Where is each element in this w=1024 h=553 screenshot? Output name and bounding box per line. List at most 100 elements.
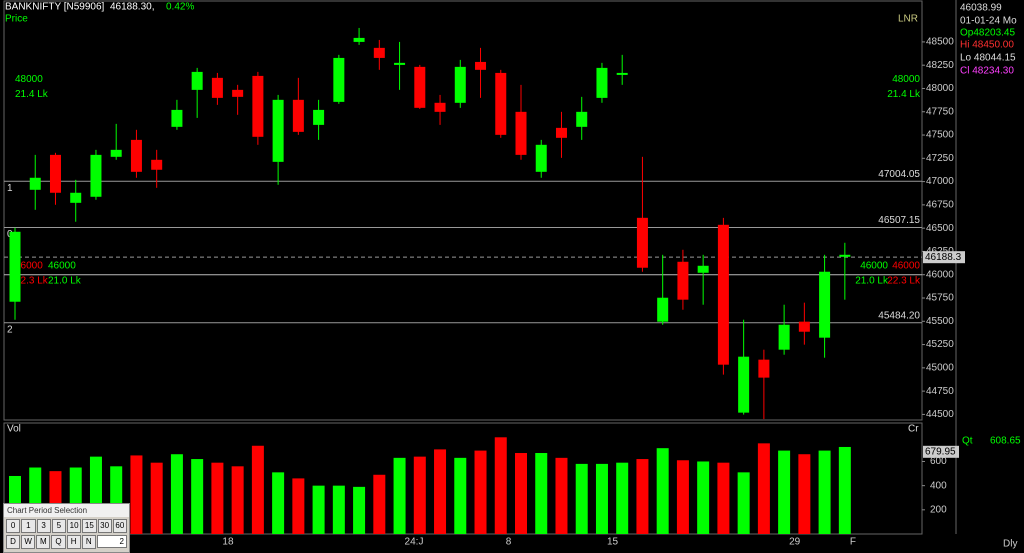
volume-bar [636, 459, 649, 534]
candle-body [252, 75, 264, 137]
y-tick-label: 44500 [926, 409, 954, 420]
change: 0.42% [166, 2, 194, 13]
last-price-box [923, 251, 965, 264]
volume-tick-label: 400 [930, 480, 947, 491]
y-tick-label: 47000 [926, 176, 954, 187]
volume-bar [575, 463, 588, 534]
profile-price: 46000 [15, 260, 43, 271]
axis-label: LNR [898, 14, 918, 25]
candle-body [110, 149, 122, 157]
volume-bar [150, 462, 163, 534]
volume-tick-label: 600 [930, 456, 947, 467]
candle-body [434, 102, 446, 112]
x-tick-label: 8 [506, 537, 512, 548]
volume-bar [778, 450, 791, 534]
minute-button[interactable]: 30 [97, 519, 112, 533]
volume-bar [818, 450, 831, 534]
candle-body [798, 321, 810, 332]
volume-bar [434, 449, 447, 534]
period-input[interactable]: 2 [96, 535, 127, 548]
low: Lo 48044.15 [960, 53, 1016, 64]
minute-button[interactable]: 5 [51, 519, 66, 533]
volume-label: Vol [7, 424, 21, 435]
price-panel [3, 0, 923, 421]
candle-body [292, 99, 304, 132]
close: Cl 48234.30 [960, 66, 1014, 77]
period-button[interactable]: M [36, 535, 51, 549]
candle-body [313, 109, 325, 125]
x-tick-label: 18 [222, 537, 234, 548]
selector-title: Chart Period Selection [4, 504, 129, 517]
profile-volume: 21.4 Lk [887, 89, 921, 100]
candle-body [151, 159, 163, 170]
minute-button[interactable]: 0 [6, 519, 21, 533]
period-button[interactable]: D [6, 535, 21, 549]
volume-bar [838, 446, 851, 534]
level-label: 45484.20 [878, 310, 920, 321]
volume-bar [332, 485, 345, 534]
y-tick-label: 45750 [926, 293, 954, 304]
period-button[interactable]: W [21, 535, 36, 549]
interval: Dly [1003, 539, 1017, 550]
qt-value: 608.65 [990, 436, 1021, 447]
cursor: 46038.99 [960, 3, 1002, 14]
y-tick-label: 46000 [926, 269, 954, 280]
date: 01-01-24 Mo [960, 16, 1017, 27]
candle-body [414, 66, 426, 108]
volume-bar [272, 472, 285, 534]
level-label: 47004.05 [878, 169, 920, 180]
y-tick-label: 48000 [926, 83, 954, 94]
candle-body [555, 127, 567, 138]
candle-body [717, 224, 729, 365]
y-tick-label: 44750 [926, 386, 954, 397]
x-tick-label: F [850, 537, 856, 548]
x-tick-label: 29 [789, 537, 801, 548]
candle-body [353, 37, 365, 42]
x-tick-label: 24:J [405, 537, 424, 548]
profile-volume: 21.0 Lk [48, 275, 82, 286]
period-button[interactable]: Q [51, 535, 66, 549]
y-tick-label: 48500 [926, 37, 954, 48]
level-label: 46507.15 [878, 215, 920, 226]
volume-bar [29, 467, 42, 534]
volume-bar [191, 459, 204, 534]
minute-button[interactable]: 3 [36, 519, 51, 533]
minute-button[interactable]: 1 [21, 519, 36, 533]
period-button[interactable]: N [81, 535, 96, 549]
volume-bar [454, 457, 467, 534]
period-button[interactable]: H [66, 535, 81, 549]
minute-button[interactable]: 10 [67, 519, 82, 533]
last-price-label: 46188.3 [925, 252, 962, 263]
candle-body [191, 71, 203, 90]
volume-bar [353, 486, 366, 534]
candle-body [657, 297, 669, 322]
y-tick-label: 45000 [926, 362, 954, 373]
candle-body [535, 144, 547, 172]
volume-bar [676, 460, 689, 534]
volume-bar [697, 461, 710, 534]
candle-body [778, 324, 790, 350]
candle-body [394, 62, 406, 65]
candle-body [211, 77, 223, 98]
minute-button[interactable]: 60 [112, 519, 127, 533]
profile-price: 46000 [48, 260, 76, 271]
volume-bar [798, 454, 811, 534]
candle-body [839, 254, 851, 257]
symbol: BANKNIFTY [N59906] [5, 2, 105, 13]
y-tick-label: 47250 [926, 153, 954, 164]
volume-bar [616, 462, 629, 534]
candle-body [738, 356, 750, 413]
x-tick-label: 15 [607, 537, 619, 548]
candle-body [677, 261, 689, 300]
y-tick-label: 46500 [926, 223, 954, 234]
candle-body [819, 271, 831, 338]
volume-bar [373, 474, 386, 534]
volume-bar [393, 457, 406, 534]
volume-bar [515, 453, 527, 534]
volume-bar [170, 454, 183, 534]
volume-bar [737, 472, 750, 534]
minute-button[interactable]: 15 [82, 519, 97, 533]
candle-body [29, 177, 41, 190]
